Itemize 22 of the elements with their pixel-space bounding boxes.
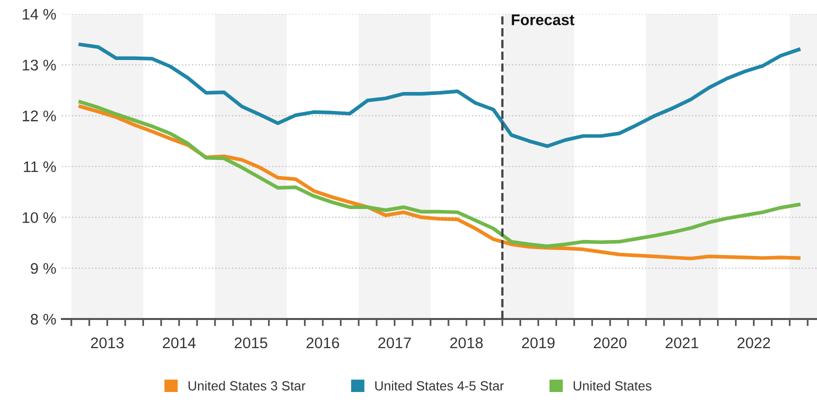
x-tick-label: 2013 bbox=[91, 337, 124, 348]
x-tick-label: 2021 bbox=[666, 337, 698, 348]
x-tick-label: 2016 bbox=[306, 337, 340, 348]
line-series bbox=[78, 42, 800, 148]
x-tick-label: 2022 bbox=[738, 337, 770, 348]
legend-label: United States 4-5 Star bbox=[375, 380, 504, 391]
y-tick-label: 10 % bbox=[22, 212, 56, 224]
x-tick-label: 2017 bbox=[378, 337, 411, 348]
x-tick-label: 2020 bbox=[594, 337, 627, 348]
ref-line-label: Forecast bbox=[512, 14, 574, 26]
y-tick-label: 13 % bbox=[22, 60, 56, 71]
y-tick-label: 12 % bbox=[22, 110, 56, 122]
x-tick-label: 2015 bbox=[234, 337, 268, 348]
y-tick-label: 9 % bbox=[30, 263, 56, 274]
legend-label: United States 3 Star bbox=[188, 380, 306, 391]
x-tick-label: 2018 bbox=[450, 337, 483, 348]
legend-label: United States bbox=[574, 380, 652, 391]
x-tick-label: 2019 bbox=[522, 337, 555, 348]
y-tick-label: 8 % bbox=[30, 314, 56, 325]
y-tick-label: 14 % bbox=[22, 8, 56, 20]
x-tick-label: 2014 bbox=[162, 337, 196, 348]
y-tick-label: 11 % bbox=[24, 161, 56, 172]
